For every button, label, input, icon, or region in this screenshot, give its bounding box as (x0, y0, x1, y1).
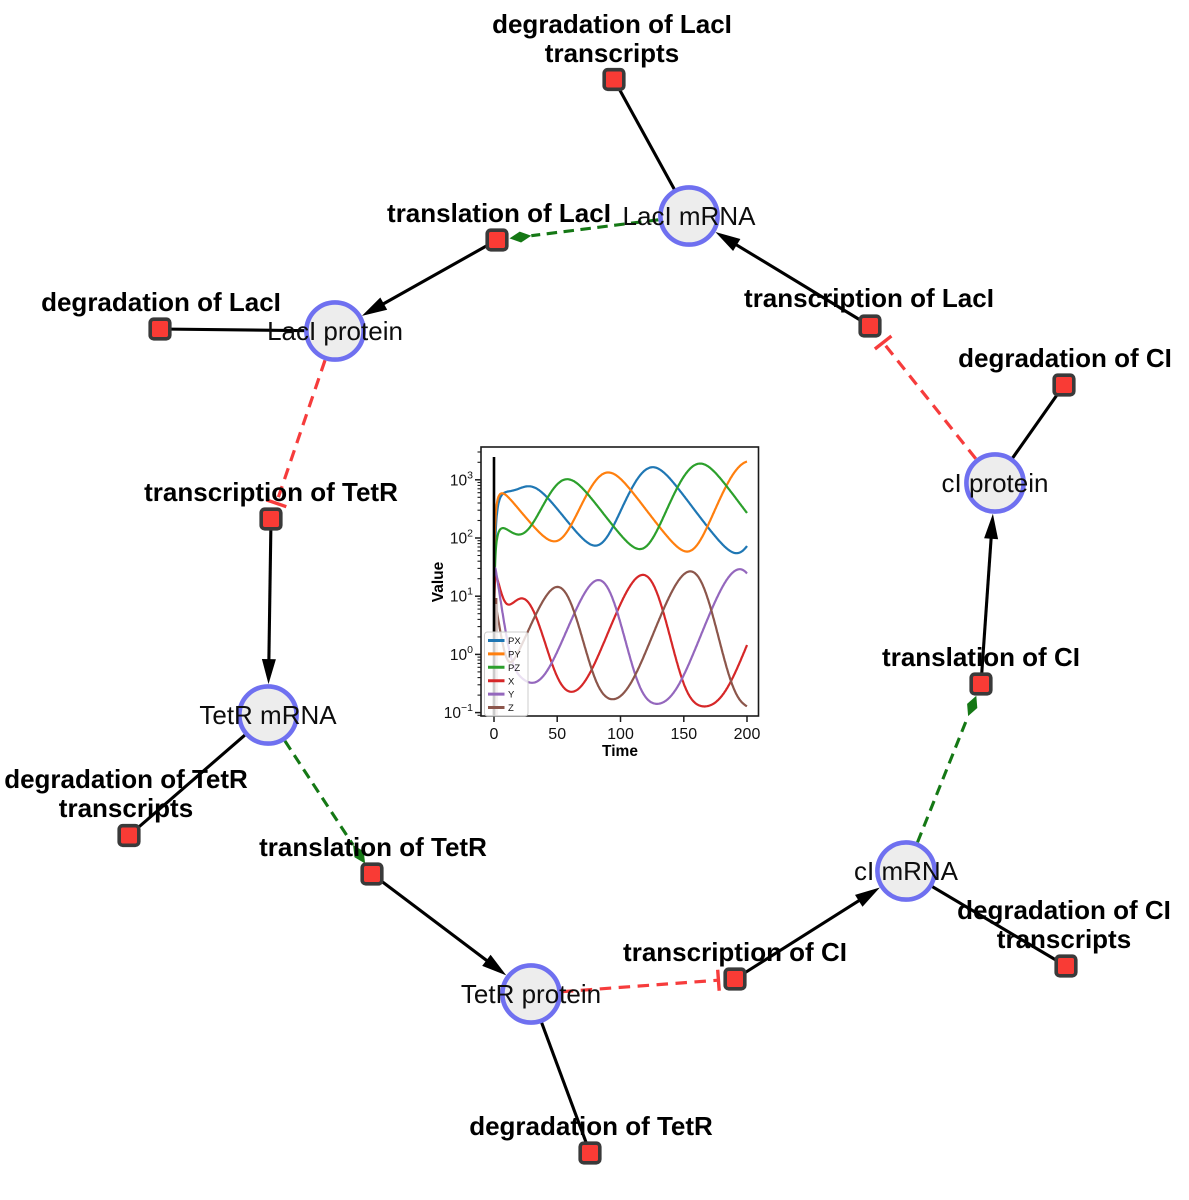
svg-text:Z: Z (508, 703, 514, 714)
svg-text:LacI mRNA: LacI mRNA (623, 201, 757, 231)
svg-text:cI protein: cI protein (942, 468, 1049, 498)
svg-text:transcription of TetR: transcription of TetR (144, 477, 398, 507)
svg-text:translation of LacI: translation of LacI (387, 198, 611, 228)
svg-text:degradation of TetR: degradation of TetR (469, 1111, 713, 1141)
svg-text:Time: Time (602, 743, 638, 760)
svg-text:transcription of LacI: transcription of LacI (744, 283, 994, 313)
svg-text:degradation of CI: degradation of CI (957, 895, 1171, 925)
svg-text:PX: PX (508, 636, 521, 647)
svg-text:transcription of CI: transcription of CI (623, 937, 847, 967)
svg-text:Y: Y (508, 690, 515, 701)
svg-text:transcripts: transcripts (59, 793, 193, 823)
svg-text:TetR protein: TetR protein (461, 979, 601, 1009)
svg-text:transcripts: transcripts (997, 924, 1131, 954)
svg-text:PZ: PZ (508, 663, 520, 674)
svg-text:0: 0 (490, 726, 499, 743)
svg-text:X: X (508, 676, 515, 687)
svg-text:translation of TetR: translation of TetR (259, 832, 487, 862)
svg-text:cI mRNA: cI mRNA (854, 856, 959, 886)
svg-text:PY: PY (508, 650, 521, 661)
svg-text:150: 150 (670, 726, 697, 743)
svg-text:translation of CI: translation of CI (882, 642, 1080, 672)
svg-text:200: 200 (734, 726, 761, 743)
svg-text:100: 100 (607, 726, 634, 743)
svg-text:Value: Value (430, 561, 447, 602)
svg-text:50: 50 (548, 726, 566, 743)
svg-text:degradation of CI: degradation of CI (958, 343, 1172, 373)
svg-text:degradation of TetR: degradation of TetR (4, 764, 248, 794)
svg-text:degradation of LacI: degradation of LacI (492, 9, 732, 39)
svg-text:degradation of LacI: degradation of LacI (41, 287, 281, 317)
svg-text:transcripts: transcripts (545, 38, 679, 68)
svg-text:TetR mRNA: TetR mRNA (199, 700, 337, 730)
svg-text:LacI protein: LacI protein (267, 316, 403, 346)
